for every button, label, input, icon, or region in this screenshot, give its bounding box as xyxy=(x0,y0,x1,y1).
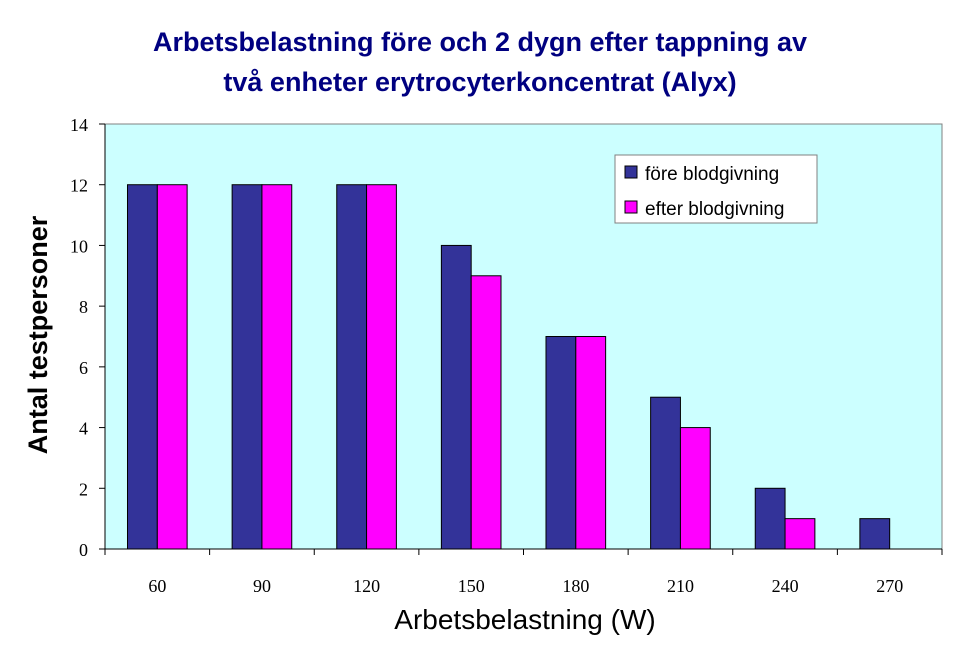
bar-fore-60 xyxy=(126,184,158,550)
x-tick-label: 60 xyxy=(148,576,166,596)
x-tick-label: 210 xyxy=(667,576,694,596)
bar-fore-240 xyxy=(754,487,786,550)
bar-fore-150 xyxy=(440,244,472,550)
bar-fore-210 xyxy=(650,396,681,550)
y-tick-label: 2 xyxy=(79,479,88,499)
legend-label-efter: efter blodgivning xyxy=(645,199,784,220)
bar-efter-150 xyxy=(470,275,502,550)
x-tick-label: 150 xyxy=(458,576,485,596)
x-tick-label: 180 xyxy=(562,576,589,596)
y-axis: 0 2 4 6 8 10 12 14 xyxy=(70,115,106,560)
legend-swatch-efter xyxy=(624,200,638,214)
x-tick-label: 270 xyxy=(876,576,903,596)
bar-fore-90 xyxy=(231,184,263,550)
y-tick-label: 14 xyxy=(70,115,88,135)
chart-title-line-2: två enheter erytrocyterkoncentrat (Alyx) xyxy=(223,67,736,97)
bar-efter-90 xyxy=(261,184,293,550)
bar-efter-180 xyxy=(575,336,607,550)
bar-fore-120 xyxy=(336,184,368,550)
chart-title-line-1: Arbetsbelastning före och 2 dygn efter t… xyxy=(153,27,807,57)
bar-efter-60 xyxy=(156,184,188,550)
bar-efter-240 xyxy=(784,518,816,550)
x-axis-label: Arbetsbelastning (W) xyxy=(394,604,655,635)
bar-efter-210 xyxy=(679,427,711,550)
legend-swatch-fore xyxy=(624,165,638,179)
bar-fore-270 xyxy=(859,518,891,550)
y-tick-label: 4 xyxy=(79,419,88,439)
x-tick-label: 120 xyxy=(353,576,380,596)
legend-label-fore: före blodgivning xyxy=(645,164,779,185)
y-tick-label: 12 xyxy=(70,176,88,196)
y-tick-label: 10 xyxy=(70,236,88,256)
legend: före blodgivning efter blodgivning xyxy=(614,154,818,224)
y-tick-label: 8 xyxy=(79,297,88,317)
x-tick-label: 240 xyxy=(772,576,799,596)
y-tick-label: 6 xyxy=(79,358,88,378)
bar-fore-180 xyxy=(545,336,577,550)
y-tick-label: 0 xyxy=(79,540,88,560)
x-tick-label: 90 xyxy=(253,576,271,596)
y-axis-label: Antal testpersoner xyxy=(23,215,53,454)
bar-efter-120 xyxy=(366,184,397,550)
bars-group xyxy=(126,184,891,550)
legend-box xyxy=(614,154,818,224)
x-axis: 60 90 120 150 180 210 240 270 xyxy=(104,548,943,596)
